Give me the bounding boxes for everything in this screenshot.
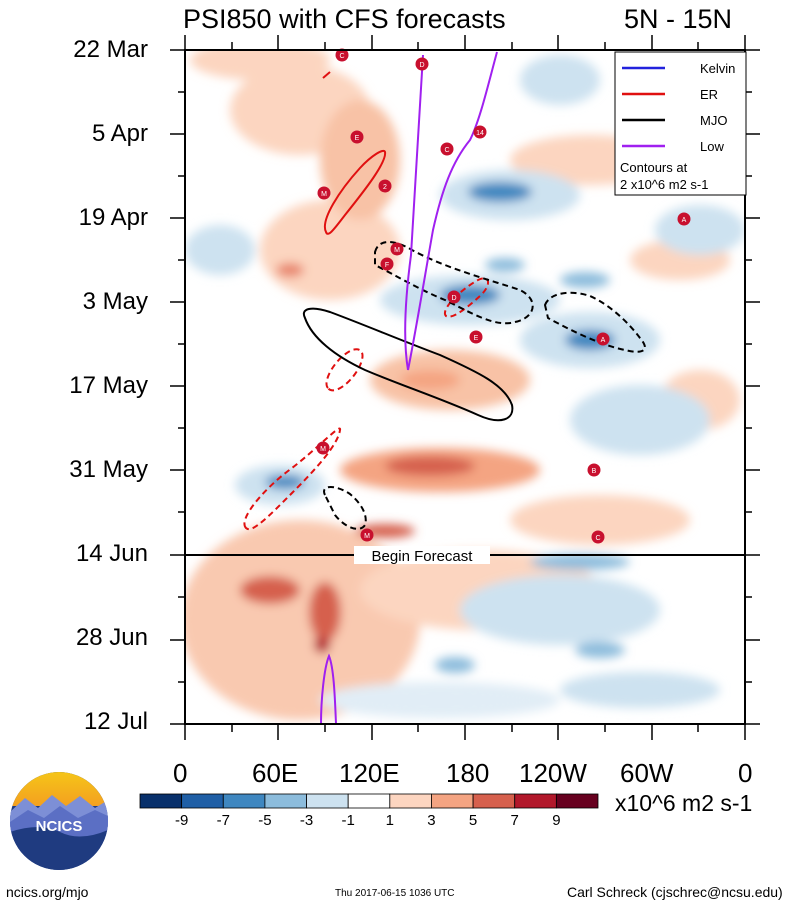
legend-label-low: Low (700, 139, 724, 154)
y-tick-label: 12 Jul (83, 708, 148, 735)
axis-ticks (170, 35, 760, 740)
colorbar-tick-label: -5 (258, 812, 271, 829)
colorbar-tick-label: -7 (217, 812, 230, 829)
y-tick-label: 5 Apr (91, 120, 148, 147)
storm-marker-label: M (394, 247, 400, 254)
chart-title: PSI850 with CFS forecasts (183, 4, 506, 34)
colorbar-swatch (264, 793, 307, 809)
ncics-logo: NCICS (10, 772, 108, 870)
contour-note-2: 2 x10^6 m2 s-1 (620, 177, 708, 192)
legend-label-mjo: MJO (700, 113, 727, 128)
colorbar-units: x10^6 m2 s-1 (615, 790, 753, 816)
colorbar-tick-label: 7 (511, 812, 519, 829)
storm-marker-label: M (364, 533, 370, 540)
colorbar-tick-label: -1 (342, 812, 355, 829)
colorbar-swatch (222, 793, 266, 809)
storm-marker-label: D (419, 62, 424, 69)
er-contours (243, 71, 489, 531)
low-contours (320, 51, 498, 725)
colorbar-swatch (514, 793, 557, 809)
x-tick-label: 120W (519, 758, 587, 788)
colorbar-tick-label: 9 (552, 812, 560, 829)
y-tick-label: 22 Mar (73, 36, 148, 63)
storm-marker-label: F (385, 262, 389, 269)
contour-note-1: Contours at (620, 160, 688, 175)
colorbar-tick-label: 1 (386, 812, 394, 829)
storm-marker-label: C (595, 535, 600, 542)
storm-marker-label: C (444, 147, 449, 154)
storm-markers: C D E C 14 M 2 A M F D E A M B M C (316, 48, 691, 544)
forecast-label: Begin Forecast (372, 548, 474, 565)
x-tick-label: 180 (446, 758, 490, 788)
colorbar-swatch (431, 793, 474, 809)
colorbar-tick-label: -9 (175, 812, 188, 829)
y-tick-label: 19 Apr (78, 204, 148, 231)
storm-marker-label: M (320, 446, 326, 453)
colorbar-swatch (181, 793, 224, 809)
colorbar-tick-label: 5 (469, 812, 477, 829)
colorbar-swatch (472, 793, 516, 809)
colorbar: -9 -7 -5 -3 -1 1 3 5 7 9 (139, 793, 599, 829)
storm-marker-label: B (592, 468, 597, 475)
colorbar-swatch (555, 793, 599, 809)
legend-label-kelvin: Kelvin (700, 61, 735, 76)
storm-marker-label: 14 (476, 130, 484, 137)
storm-marker-label: E (355, 135, 360, 142)
colorbar-tick-label: -3 (300, 812, 313, 829)
y-tick-label: 3 May (82, 288, 148, 315)
storm-marker-label: D (451, 295, 456, 302)
x-tick-label: 60E (252, 758, 299, 788)
legend: Kelvin ER MJO Low Contours at 2 x10^6 m2… (614, 51, 747, 196)
storm-marker-label: E (474, 335, 479, 342)
colorbar-swatch (306, 793, 349, 809)
storm-marker-label: A (601, 337, 606, 344)
colorbar-swatch (139, 793, 183, 809)
x-tick-label: 0 (738, 758, 753, 788)
logo-text: NCICS (36, 818, 83, 835)
footer-left[interactable]: ncics.org/mjo (6, 884, 89, 900)
y-tick-label: 17 May (69, 372, 148, 399)
colorbar-tick-label: 3 (427, 812, 435, 829)
y-tick-label: 31 May (69, 456, 148, 483)
colorbar-swatch (389, 793, 432, 809)
storm-marker-label: A (682, 217, 687, 224)
y-tick-label: 14 Jun (75, 540, 148, 567)
storm-marker-label: M (321, 191, 327, 198)
region-label: 5N - 15N (624, 4, 733, 34)
storm-marker-label: 2 (383, 184, 387, 191)
x-tick-label: 0 (173, 758, 188, 788)
x-tick-label: 120E (339, 758, 400, 788)
storm-marker-label: C (339, 53, 344, 60)
x-tick-label: 60W (620, 758, 674, 788)
legend-label-er: ER (700, 87, 718, 102)
footer-timestamp: Thu 2017-06-15 1036 UTC (335, 888, 455, 899)
forecast-label-bg (354, 546, 490, 564)
footer-author: Carl Schreck (cjschrec@ncsu.edu) (567, 884, 783, 900)
y-tick-label: 28 Jun (75, 624, 148, 651)
colorbar-swatch (347, 793, 391, 809)
